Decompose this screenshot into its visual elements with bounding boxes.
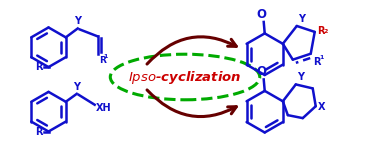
FancyArrowPatch shape bbox=[147, 90, 236, 117]
Text: R: R bbox=[317, 26, 324, 36]
Text: R: R bbox=[99, 56, 105, 65]
Text: 1: 1 bbox=[320, 55, 324, 60]
Text: Y: Y bbox=[74, 16, 81, 26]
Text: 1: 1 bbox=[104, 54, 108, 59]
Text: O: O bbox=[257, 65, 267, 78]
Text: X: X bbox=[318, 102, 325, 112]
Text: R: R bbox=[313, 57, 320, 67]
Text: XH: XH bbox=[96, 103, 111, 113]
Text: R: R bbox=[35, 126, 43, 136]
Text: Y: Y bbox=[297, 72, 304, 82]
Text: R: R bbox=[35, 62, 43, 72]
Text: Y: Y bbox=[298, 14, 305, 24]
Text: $\mathit{Ipso}$-cyclization: $\mathit{Ipso}$-cyclization bbox=[128, 69, 242, 85]
FancyArrowPatch shape bbox=[147, 37, 236, 64]
Text: Y: Y bbox=[73, 82, 80, 92]
Text: O: O bbox=[257, 8, 267, 21]
Text: 2: 2 bbox=[324, 29, 328, 34]
